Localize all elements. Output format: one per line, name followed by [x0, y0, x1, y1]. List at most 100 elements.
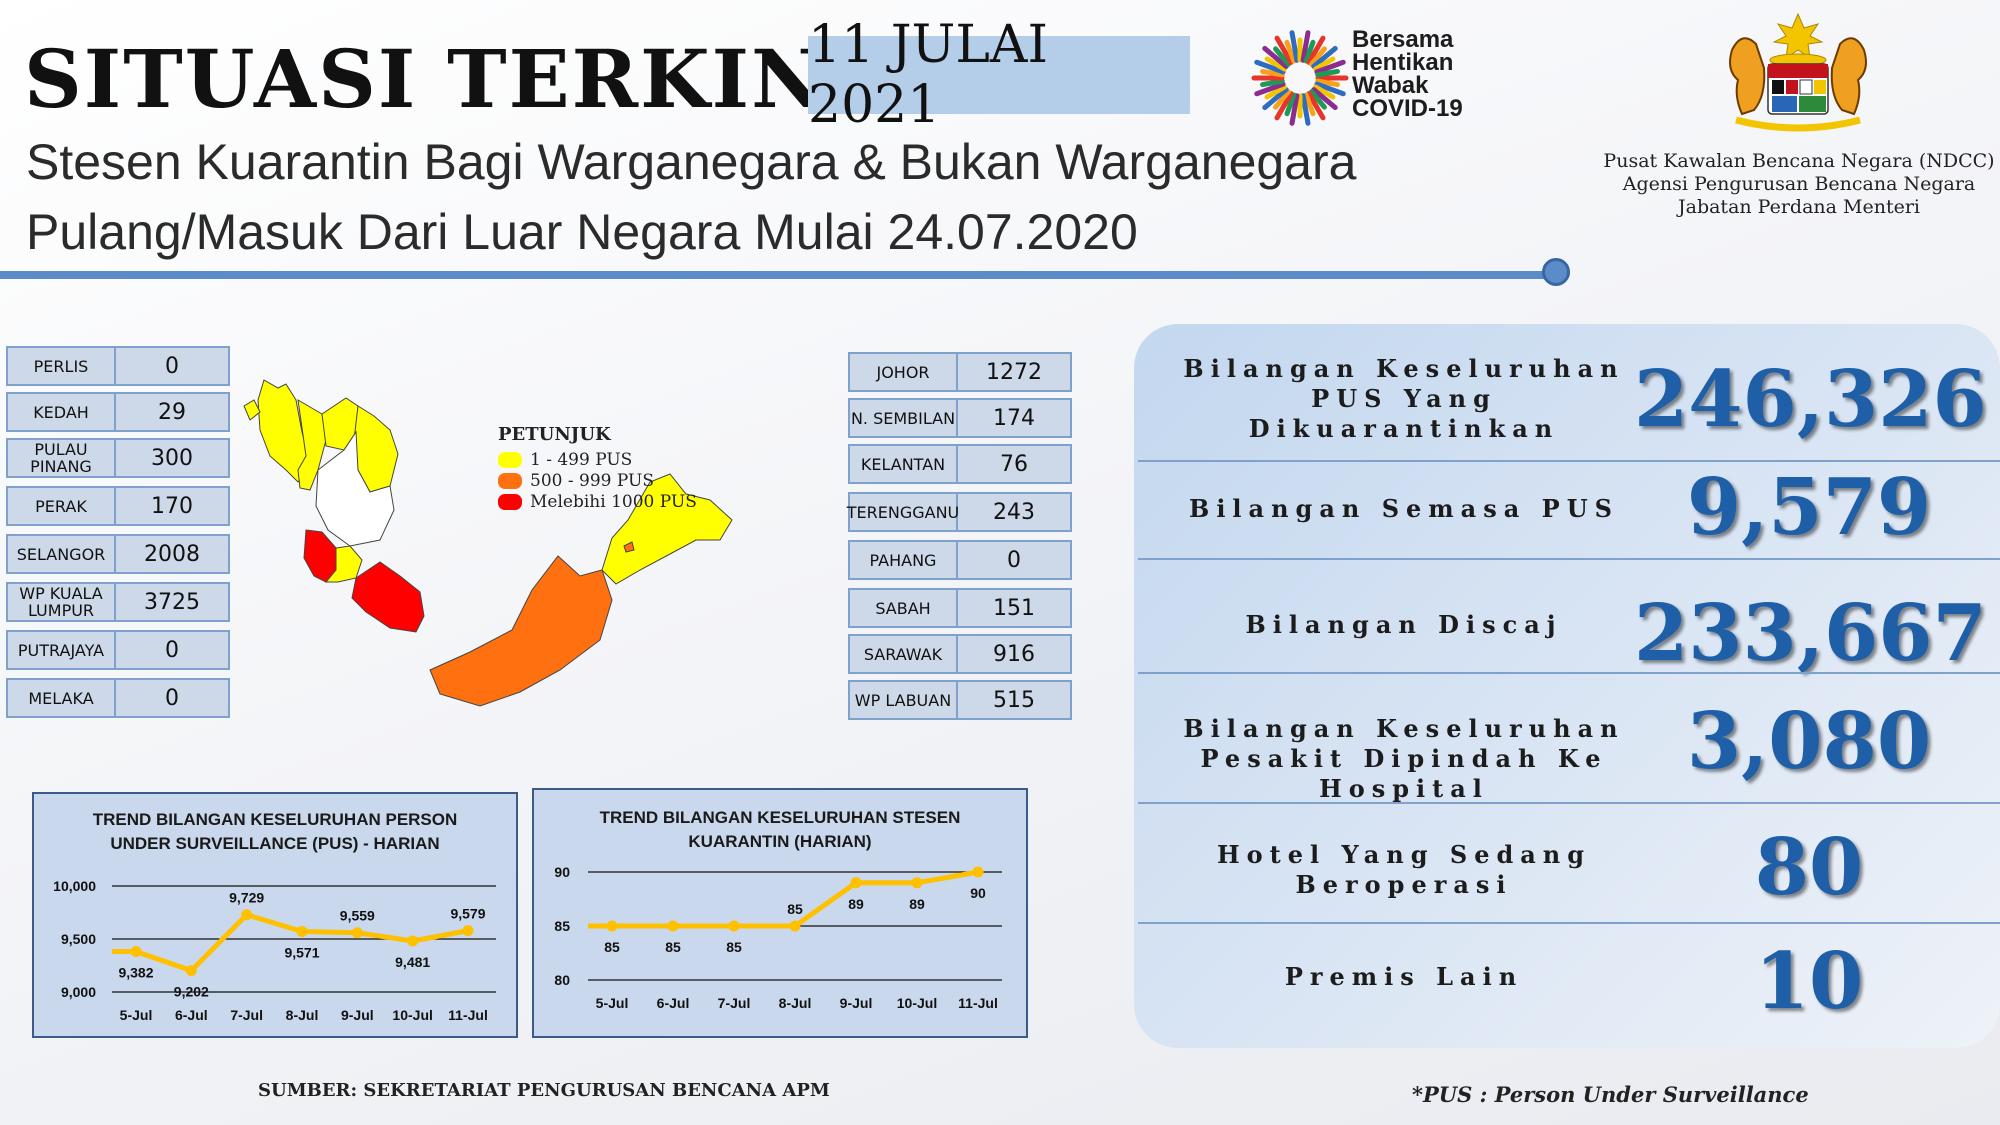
- state-row: N. SEMBILAN 174: [848, 398, 1072, 438]
- data-point: [351, 927, 363, 939]
- state-row: PUTRAJAYA 0: [6, 630, 230, 670]
- state-row: SELANGOR 2008: [6, 534, 230, 574]
- legend-label: 1 - 499 PUS: [530, 449, 633, 470]
- y-tick-label: 90: [554, 864, 570, 880]
- state-row: PAHANG 0: [848, 540, 1072, 580]
- stat-label-line: Bilangan Discaj: [1245, 610, 1563, 639]
- data-label: 89: [909, 896, 925, 912]
- logo-ray: [1289, 30, 1300, 63]
- logo-ray: [1264, 56, 1287, 72]
- state-value: 243: [958, 492, 1072, 532]
- chart-title-line: TREND BILANGAN KESELURUHAN STESEN: [599, 808, 961, 827]
- state-name: MELAKA: [6, 678, 116, 718]
- state-row: SABAH 151: [848, 588, 1072, 628]
- logo-ray: [1260, 68, 1285, 78]
- x-tick-label: 7-Jul: [718, 995, 751, 1011]
- logo-ray: [1284, 39, 1297, 64]
- data-point: [728, 920, 740, 932]
- date-badge: 11 JULAI 2021: [808, 15, 1190, 135]
- data-label: 89: [848, 896, 864, 912]
- state-name: N. SEMBILAN: [848, 398, 958, 438]
- state-value: 0: [958, 540, 1072, 580]
- x-tick-label: 11-Jul: [448, 1007, 488, 1023]
- stat-value: 9,579: [1686, 462, 1932, 553]
- map-region-pahang: [315, 430, 395, 547]
- data-point: [296, 925, 308, 937]
- stat-value: 80: [1754, 822, 1864, 913]
- stat-divider: [1138, 558, 2000, 560]
- stat-label-line: Bilangan Semasa PUS: [1189, 494, 1619, 523]
- state-name: WP KUALA LUMPUR: [6, 582, 116, 622]
- logo-ray: [1315, 68, 1340, 78]
- stat-value: 10: [1754, 936, 1864, 1027]
- state-value: 0: [116, 678, 230, 718]
- stat-value: 3,080: [1686, 696, 1932, 787]
- x-tick-label: 6-Jul: [175, 1007, 208, 1023]
- logo-ray: [1274, 35, 1294, 65]
- source-note: SUMBER: SEKRETARIAT PENGURUSAN BENCANA A…: [258, 1080, 830, 1101]
- logo-ray: [1284, 92, 1297, 117]
- state-row: PERAK 170: [6, 486, 230, 526]
- x-tick-label: 5-Jul: [120, 1007, 153, 1023]
- chart-plot-area: 90 85 80 5-Jul 6-Jul 7-Jul 8-Jul 9-Jul 10-Jul 11-…: [554, 864, 1002, 1011]
- state-row: JOHOR 1272: [848, 352, 1072, 392]
- stat-label-line: Beroperasi: [1295, 870, 1513, 899]
- state-value: 515: [958, 680, 1072, 720]
- stats-panel: [1134, 324, 2000, 1048]
- stat-current-pus: Bilangan Semasa PUS 9,579: [1134, 462, 2000, 558]
- stat-label: Bilangan Discaj: [1154, 610, 1654, 640]
- campaign-line: Wabak: [1352, 72, 1429, 99]
- stat-hospital-transfers: Bilangan Keseluruhan Pesakit Dipindah Ke…: [1134, 674, 2000, 803]
- y-tick-label: 10,000: [53, 878, 96, 894]
- stat-divider: [1138, 672, 2000, 674]
- logo-ray: [1273, 89, 1291, 110]
- data-point: [462, 925, 474, 937]
- stat-discharge: Bilangan Discaj 233,667: [1134, 560, 2000, 679]
- state-value: 151: [958, 588, 1072, 628]
- state-name: PERAK: [6, 486, 116, 526]
- subtitle-line-2: Pulang/Masuk Dari Luar Negara Mulai 24.0…: [26, 204, 1138, 260]
- logo-ray: [1313, 56, 1336, 72]
- data-label: 85: [665, 939, 681, 955]
- logo-ray: [1264, 84, 1287, 100]
- logo-ray: [1254, 59, 1286, 75]
- logo-ray: [1313, 84, 1336, 100]
- state-value: 0: [116, 630, 230, 670]
- agency-line: Pusat Kawalan Bencana Negara (NDCC): [1603, 150, 1995, 172]
- state-table-left: PERLIS 0 KEDAH 29 PULAU PINANG 300 PERAK 170…: [6, 346, 230, 726]
- page-title: SITUASI TERKINI: [24, 32, 866, 126]
- state-name: SABAH: [848, 588, 958, 628]
- campaign-text: Bersama Hentikan Wabak COVID-19: [1352, 28, 1463, 121]
- x-tick-label: 10-Jul: [897, 995, 937, 1011]
- logo-ray: [1300, 93, 1311, 126]
- stat-label: Hotel Yang Sedang Beroperasi: [1154, 840, 1654, 900]
- state-table-right: JOHOR 1272 N. SEMBILAN 174 KELANTAN 76 TERE…: [847, 352, 1072, 732]
- series-line: [588, 869, 979, 929]
- x-tick-label: 6-Jul: [657, 995, 690, 1011]
- state-row: PULAU PINANG 300: [6, 438, 230, 478]
- stat-label: Premis Lain: [1154, 962, 1654, 992]
- stat-label-line: Premis Lain: [1284, 962, 1524, 991]
- state-row: KEDAH 29: [6, 392, 230, 432]
- data-label: 9,559: [340, 908, 375, 924]
- legend-swatch: [498, 451, 522, 468]
- map-region-sabah: [601, 473, 733, 585]
- data-point: [972, 866, 984, 878]
- legend-swatch: [498, 493, 522, 510]
- state-name: TERENGGANU: [847, 492, 959, 532]
- stat-value: 233,667: [1634, 588, 1987, 679]
- stat-label-line: Bilangan Keseluruhan: [1183, 714, 1625, 743]
- stat-value: 246,326: [1634, 354, 1987, 445]
- x-tick-label: 7-Jul: [230, 1007, 263, 1023]
- chart-plot-area: 10,000 9,500 9,000 5-Jul 6-Jul 7-Jul 8-Jul 9-Ju…: [53, 878, 496, 1023]
- data-label: 9,571: [284, 944, 319, 960]
- stat-label: Bilangan Semasa PUS: [1154, 494, 1654, 524]
- state-value: 916: [958, 634, 1072, 674]
- y-tick-label: 9,000: [61, 984, 96, 1000]
- legend-label: Melebihi 1000 PUS: [530, 491, 697, 512]
- legend-label: 500 - 999 PUS: [530, 470, 654, 491]
- data-label: 85: [726, 939, 742, 955]
- malaysia-coat-of-arms-icon: [1729, 12, 1867, 132]
- data-point: [407, 935, 419, 947]
- logo-ray: [1254, 81, 1286, 97]
